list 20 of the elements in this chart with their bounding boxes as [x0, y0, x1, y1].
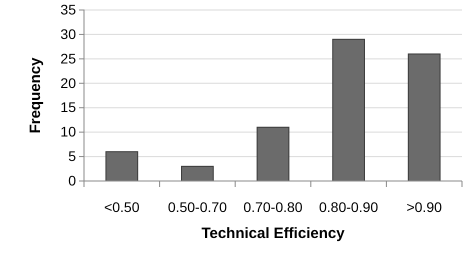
y-tick-label: 10 [60, 124, 76, 140]
bar [332, 38, 365, 182]
x-tick-label: 0.50-0.70 [168, 199, 228, 215]
x-tick-label: <0.50 [104, 199, 140, 215]
bar [256, 126, 290, 182]
y-tick-label: 30 [60, 26, 76, 42]
x-axis-title: Technical Efficiency [201, 225, 346, 242]
x-tick-label: 0.70-0.80 [243, 199, 303, 215]
bar [105, 151, 138, 182]
y-tick-label: 0 [68, 172, 76, 188]
bar [408, 53, 441, 182]
y-tick-label: 35 [60, 1, 76, 18]
y-tick-label: 20 [60, 74, 76, 91]
bar [181, 166, 214, 182]
y-axis-title: Frequency [27, 56, 44, 134]
y-tick-label: 15 [60, 99, 76, 116]
y-tick-label: 25 [60, 50, 76, 66]
y-tick-label: 5 [68, 148, 76, 164]
x-tick-label: 0.80-0.90 [319, 199, 378, 215]
x-tick-label: >0.90 [406, 199, 442, 215]
